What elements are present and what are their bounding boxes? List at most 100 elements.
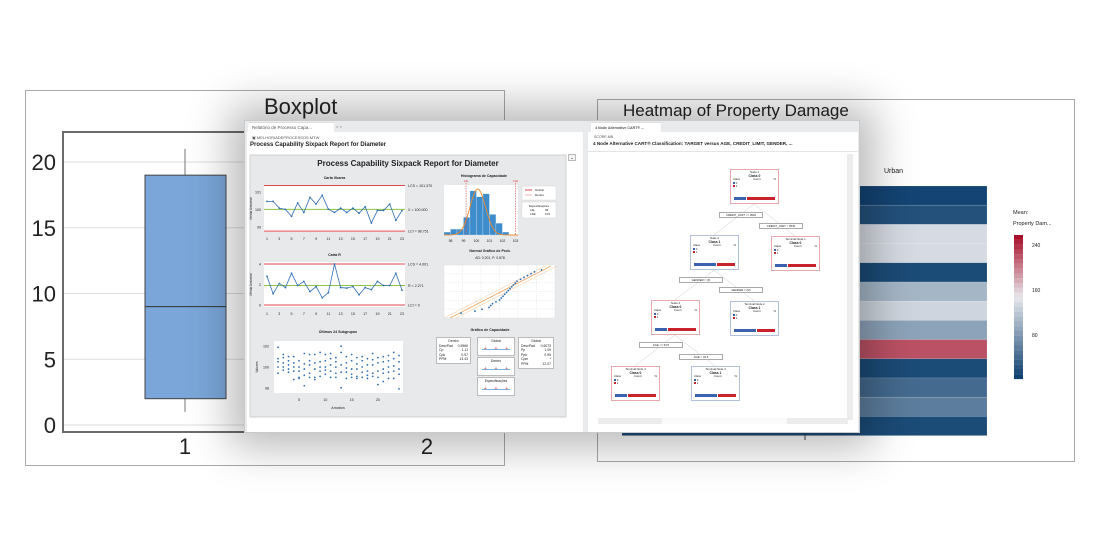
class-label: 1 bbox=[656, 315, 659, 320]
legend-swatch bbox=[1014, 307, 1023, 312]
class-label: 0 bbox=[776, 247, 779, 252]
stats-title: Global bbox=[531, 339, 541, 343]
data-point bbox=[340, 351, 343, 354]
data-point bbox=[329, 364, 332, 366]
data-point bbox=[502, 295, 504, 298]
x-tick-label: 5 bbox=[291, 312, 293, 316]
data-point bbox=[292, 378, 295, 381]
node-table-header: Class Count% bbox=[693, 243, 736, 247]
stats-row: PPM 12.07 bbox=[521, 362, 551, 367]
data-point bbox=[352, 285, 354, 288]
overall-stats-box: Global DesvPad 0.6073 Pp 1.09 Ppk 0.95 Cpm * PPM 1… bbox=[518, 337, 554, 369]
scrollbar-thumb[interactable] bbox=[662, 418, 787, 424]
x-tick-label: 102 bbox=[500, 239, 506, 243]
class-proportion-bar bbox=[734, 329, 775, 332]
data-point bbox=[376, 280, 379, 283]
tab-cart-report[interactable]: 4 Node Alternative CART® ... bbox=[591, 122, 661, 132]
data-point bbox=[329, 376, 332, 379]
tree-node[interactable]: Node 1 Class 0 Class Count% 0 1 bbox=[730, 169, 779, 204]
y-tick-label: 0 bbox=[259, 303, 261, 307]
data-point bbox=[340, 371, 343, 374]
data-point bbox=[309, 196, 311, 199]
data-point bbox=[334, 372, 337, 375]
class-label: 1 bbox=[735, 184, 738, 189]
data-point bbox=[313, 361, 316, 364]
data-point bbox=[284, 208, 287, 211]
data-point bbox=[324, 366, 327, 368]
data-point bbox=[526, 274, 529, 277]
data-point bbox=[303, 384, 306, 387]
data-point bbox=[292, 355, 295, 358]
y-tick-label: 4 bbox=[259, 263, 261, 267]
data-point bbox=[361, 366, 364, 368]
legend-box bbox=[521, 185, 557, 201]
tree-node[interactable]: Terminal Node 4 Class 1 Class Count% 0 1 bbox=[691, 366, 740, 401]
data-point bbox=[282, 356, 285, 359]
report-area bbox=[249, 154, 567, 418]
data-point bbox=[345, 377, 348, 380]
class-row: 1 bbox=[694, 382, 737, 385]
data-point bbox=[361, 359, 364, 362]
y-axis-label: Média Amostral bbox=[249, 273, 253, 295]
col-label: Class bbox=[654, 308, 661, 313]
data-point bbox=[277, 360, 279, 363]
data-point bbox=[356, 362, 358, 365]
histogram-bar bbox=[482, 193, 490, 236]
data-point bbox=[377, 356, 379, 359]
data-point bbox=[319, 375, 321, 378]
chevron-down-icon[interactable]: ⌄ bbox=[568, 154, 576, 161]
tab-label: 4 Node Alternative CART® ... bbox=[595, 126, 645, 130]
stat-value: 0.5966 bbox=[457, 343, 468, 348]
histogram-bar bbox=[450, 228, 458, 236]
node-table-header: Class Count% bbox=[774, 244, 817, 248]
tree-node[interactable]: Node 3 Class 0 Class Count% 0 1 bbox=[651, 300, 700, 335]
node-class: Class 0 bbox=[669, 305, 682, 310]
data-point bbox=[350, 353, 353, 356]
chart-title: Carta R bbox=[328, 253, 341, 257]
data-point bbox=[309, 290, 311, 293]
tree-node[interactable]: Terminal Node 3 Class 0 Class Count% 0 1 bbox=[611, 366, 660, 401]
data-point bbox=[308, 372, 311, 375]
spec-value: 99 bbox=[545, 208, 549, 212]
data-point bbox=[371, 375, 374, 378]
tab-capability-report[interactable]: Relatório de Processo Capa... bbox=[248, 122, 334, 132]
data-point bbox=[392, 351, 395, 354]
tree-node[interactable]: Node 2 Class 1 Class Count% 0 1 bbox=[690, 235, 739, 270]
node-title: Terminal Node 4 bbox=[705, 367, 726, 371]
minitab-output-window[interactable]: Relatório de Processo Capa... × × 4 Node… bbox=[244, 120, 860, 433]
tree-node[interactable]: Terminal Node 1 Class 0 Class Count% 0 1 bbox=[771, 236, 820, 271]
tab-close-icon[interactable]: × × bbox=[336, 124, 342, 129]
class-row: 1 bbox=[774, 252, 817, 255]
legend-label: Global bbox=[535, 188, 544, 192]
tree-node[interactable]: Terminal Node 2 Class 1 Class Count% 0 1 bbox=[730, 301, 779, 336]
interval-bar: + + + bbox=[482, 385, 510, 392]
col-label: Class bbox=[614, 374, 621, 379]
data-point bbox=[491, 302, 494, 305]
stats-row: Pp 1.09 bbox=[521, 348, 551, 353]
histogram-bar bbox=[495, 223, 503, 236]
horizontal-scrollbar[interactable] bbox=[598, 418, 848, 424]
legend-swatch bbox=[1014, 311, 1023, 317]
data-point bbox=[334, 356, 337, 359]
data-point bbox=[382, 209, 385, 212]
tree-connector bbox=[674, 269, 715, 301]
data-point bbox=[302, 211, 305, 214]
data-point bbox=[284, 286, 287, 289]
data-point bbox=[533, 270, 536, 273]
class-label: 0 bbox=[656, 311, 659, 316]
heatmap-column-label: Urban bbox=[884, 168, 904, 175]
data-point bbox=[303, 368, 306, 370]
node-title: Terminal Node 1 bbox=[785, 237, 806, 241]
legend-swatch bbox=[1014, 321, 1023, 327]
data-point bbox=[324, 359, 327, 362]
data-point bbox=[377, 361, 379, 364]
interval-label: Especificações bbox=[484, 379, 508, 383]
x-tick-label: 10 bbox=[323, 398, 327, 402]
plot-area bbox=[443, 264, 556, 319]
vertical-scrollbar[interactable] bbox=[847, 154, 853, 420]
node-table-header: Class Count% bbox=[733, 309, 776, 313]
data-point bbox=[356, 377, 358, 380]
data-point bbox=[272, 292, 275, 295]
legend-swatch bbox=[1014, 278, 1023, 284]
x-tick-label: 5 bbox=[291, 237, 293, 241]
